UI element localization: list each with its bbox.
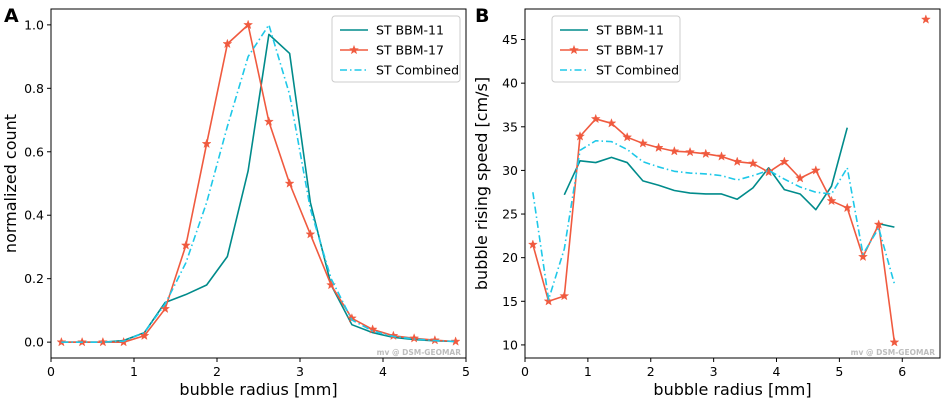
y-tick-label-b: 20 [502, 250, 518, 265]
y-tick-label-a: 0.8 [24, 81, 44, 96]
y-tick-label-a: 0.0 [24, 335, 44, 350]
data-point-st-bbm-17-b [889, 337, 900, 347]
legend-label-st-combined-b: ST Combined [596, 63, 679, 78]
series-line-st-combined-b [532, 139, 896, 301]
data-point-st-bbm-17-b [559, 290, 570, 301]
legend-a: ST BBM-11 ST BBM-17 ST Combined [331, 15, 461, 83]
data-point-st-bbm-17-b [763, 166, 774, 177]
series-line-st-bbm-11-a [61, 33, 456, 343]
data-point-st-bbm-17-a [367, 324, 378, 334]
data-point-st-bbm-17-a [263, 116, 274, 126]
series-line-st-combined-a [61, 24, 456, 343]
legend-marker-st-bbm-17-b [569, 44, 579, 55]
x-tick-label-b: 3 [710, 364, 718, 379]
plot-area-frame-a [50, 8, 467, 359]
data-point-st-bbm-17-b [653, 142, 664, 152]
data-point-st-bbm-17-b [527, 239, 538, 249]
data-point-st-bbm-17-b [685, 146, 695, 157]
data-point-st-bbm-17-b [590, 113, 601, 124]
panel-a: A 0 1 2 3 4 5 0.0 0.2 0.4 0.6 0.8 1.0 bubble radius… [1, 5, 470, 399]
data-point-st-bbm-17-a [450, 336, 461, 346]
x-tick-label-a: 5 [462, 364, 470, 379]
data-point-st-bbm-17-a [305, 229, 316, 239]
x-tick-label-a: 1 [130, 364, 138, 379]
data-point-st-bbm-17-a [139, 330, 150, 340]
y-axis-label-b: bubble rising speed [cm/s] [472, 77, 491, 290]
data-point-st-bbm-17-b [732, 156, 743, 166]
y-tick-label-a: 0.6 [24, 144, 44, 159]
x-axis-label-a: bubble radius [mm] [179, 380, 337, 399]
x-axis-label-b: bubble radius [mm] [653, 380, 811, 399]
data-point-st-bbm-17-a [409, 333, 420, 343]
data-point-st-bbm-17-b [779, 156, 790, 166]
legend-b: ST BBM-11 ST BBM-17 ST Combined [551, 15, 681, 83]
data-point-st-bbm-17-b [606, 118, 617, 128]
data-point-st-bbm-17-b [858, 251, 868, 261]
data-point-st-bbm-17-a [97, 336, 108, 347]
x-tick-label-b: 2 [647, 364, 655, 379]
panel-letter-a: A [4, 5, 19, 27]
y-tick-label-b: 30 [502, 163, 518, 178]
data-point-st-bbm-17-a [243, 19, 254, 30]
y-tick-label-b: 35 [502, 119, 518, 134]
data-point-st-bbm-17-b [795, 173, 806, 183]
legend-label-st-bbm-17-a: ST BBM-17 [376, 43, 444, 58]
legend-label-st-bbm-17-b: ST BBM-17 [596, 43, 664, 58]
x-tick-label-a: 2 [213, 364, 221, 379]
data-point-st-bbm-17-b [716, 151, 727, 161]
data-point-st-bbm-17-b [826, 195, 837, 206]
x-tick-label-b: 1 [584, 364, 592, 379]
x-tick-label-a: 4 [379, 364, 387, 379]
data-point-st-bbm-17-b [700, 148, 711, 159]
data-point-st-bbm-17-b [873, 219, 884, 229]
x-tick-label-b: 0 [521, 364, 529, 379]
data-point-st-bbm-17-b [810, 165, 821, 175]
y-tick-label-a: 1.0 [24, 17, 44, 32]
y-axis-label-a: normalized count [1, 114, 20, 253]
panel-letter-b: B [475, 5, 489, 27]
legend-box-b [551, 15, 681, 83]
data-point-st-bbm-17-b [622, 132, 633, 142]
watermark-a: mv @ DSM-GEOMAR [377, 348, 462, 357]
legend-box-a [331, 15, 461, 83]
series-line-st-bbm-11-b [563, 127, 849, 211]
x-tick-label-b: 4 [773, 364, 781, 379]
x-tick-label-b: 6 [898, 364, 906, 379]
data-point-st-bbm-17-a [201, 138, 212, 149]
y-tick-label-b: 45 [502, 32, 518, 47]
data-point-st-bbm-17-b [543, 296, 554, 306]
x-tick-label-a: 0 [47, 364, 55, 379]
y-tick-label-b: 25 [502, 207, 518, 222]
y-tick-label-a: 0.2 [24, 271, 44, 286]
y-tick-label-a: 0.4 [24, 208, 44, 223]
data-point-st-bbm-17-a [222, 38, 233, 49]
data-point-st-bbm-17-a [388, 330, 399, 340]
data-point-st-bbm-17-a [56, 336, 67, 347]
y-tick-label-b: 10 [502, 337, 518, 352]
legend-label-st-bbm-11-a: ST BBM-11 [376, 23, 444, 38]
y-tick-label-b: 15 [502, 294, 518, 309]
data-point-st-bbm-17-a [180, 240, 191, 250]
x-tick-label-a: 3 [296, 364, 304, 379]
data-point-st-bbm-17-b [575, 131, 585, 141]
data-point-st-bbm-17-b [637, 138, 648, 148]
data-point-st-bbm-17-a [284, 178, 295, 188]
data-point-st-bbm-17-b [842, 202, 853, 213]
x-tick-label-b: 5 [835, 364, 843, 379]
data-point-st-bbm-17-a [160, 303, 171, 314]
legend-label-st-combined-a: ST Combined [376, 63, 459, 78]
legend-label-st-bbm-11-b: ST BBM-11 [596, 23, 664, 38]
data-point-st-bbm-17-b [748, 158, 758, 168]
legend-marker-st-bbm-17-a [349, 44, 359, 55]
watermark-b: mv @ DSM-GEOMAR [851, 348, 936, 357]
data-point-st-bbm-17-b [669, 146, 680, 156]
plot-area-frame-b [524, 8, 941, 359]
data-point-st-bbm-17-b [920, 14, 931, 24]
y-tick-label-b: 40 [502, 76, 518, 91]
